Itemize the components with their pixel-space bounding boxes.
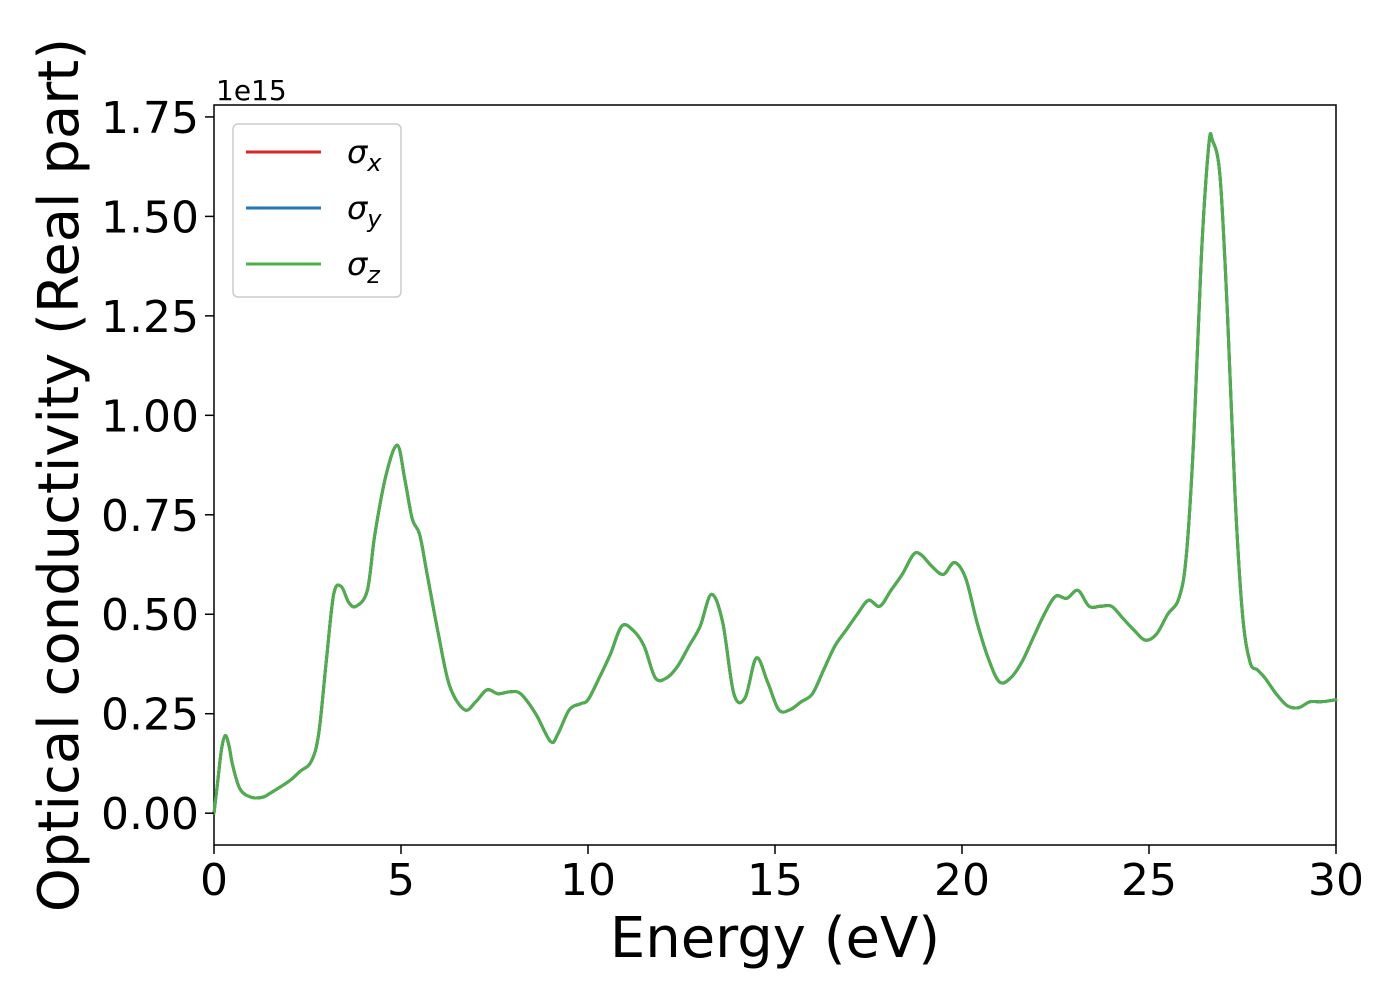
x-tick-label: 15 [747, 855, 803, 906]
x-tick-label: 0 [200, 855, 228, 906]
y-tick-label: 1.25 [101, 292, 199, 343]
series-line-z [212, 132, 1338, 815]
y-tick-label: 0.00 [101, 789, 199, 840]
y-tick-label: 0.75 [101, 491, 199, 542]
x-tick-label: 30 [1308, 855, 1364, 906]
x-tick-label: 10 [560, 855, 616, 906]
y-tick-label: 1.75 [101, 93, 199, 144]
y-tick-label: 0.50 [101, 590, 199, 641]
legend-subscript: x [366, 149, 382, 177]
y-axis-ticks: 0.00 0.25 0.50 0.75 1.00 1.25 1.50 1.75 [101, 93, 214, 840]
legend-subscript: y [366, 205, 382, 233]
legend-symbol: σ [347, 245, 369, 283]
y-tick-label: 1.00 [101, 391, 199, 442]
x-tick-label: 25 [1121, 855, 1177, 906]
legend-label: σx [347, 133, 382, 177]
legend-symbol: σ [347, 133, 369, 171]
legend-label: σz [347, 245, 381, 289]
legend-symbol: σ [347, 189, 369, 227]
legend-label: σy [347, 189, 382, 233]
x-tick-label: 20 [934, 855, 990, 906]
x-tick-label: 5 [387, 855, 415, 906]
y-tick-label: 0.25 [101, 690, 199, 741]
x-axis-title: Energy (eV) [610, 906, 940, 971]
x-axis-ticks: 0 5 10 15 20 25 30 [200, 845, 1364, 906]
y-axis-offset-text: 1e15 [216, 74, 287, 107]
legend-subscript: z [366, 261, 381, 289]
series-group [212, 132, 1338, 815]
legend-frame [232, 123, 402, 298]
y-axis-title: Optical conductivity (Real part) [27, 38, 92, 912]
y-tick-label: 1.50 [101, 192, 199, 243]
